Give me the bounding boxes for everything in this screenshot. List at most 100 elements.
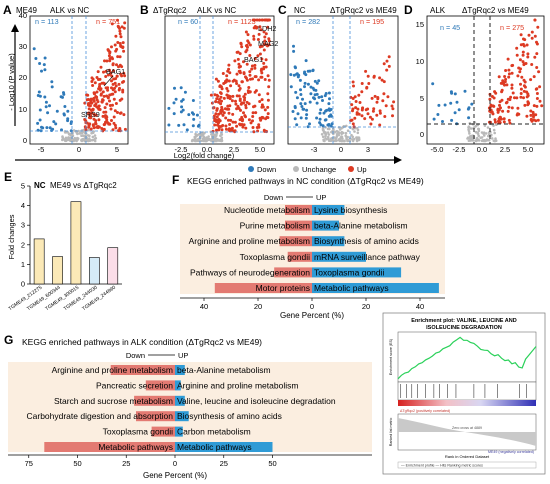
point-down	[180, 105, 184, 109]
point-up	[244, 115, 247, 119]
point-up	[213, 123, 217, 127]
point-unchange	[335, 136, 338, 139]
point-up	[490, 95, 494, 98]
kegg-up-bar	[312, 267, 402, 278]
point-up	[504, 77, 508, 81]
point-up	[367, 82, 371, 85]
point-down	[177, 123, 181, 127]
point-up	[258, 52, 262, 56]
point-up	[513, 96, 516, 100]
point-unchange	[484, 132, 488, 135]
panel-a-xtick-1: -5	[38, 145, 45, 154]
panel-h-rank-gradient	[398, 400, 536, 406]
point-down	[59, 95, 63, 99]
point-up	[263, 108, 267, 112]
point-up	[503, 75, 507, 78]
gsea-panel-h: H Enrichment plot: VALINE, LEUCINE AND I…	[382, 312, 546, 475]
point-up	[114, 126, 118, 130]
point-up	[373, 94, 377, 98]
point-unchange	[490, 137, 494, 140]
kegg-xtick-label: 20	[254, 302, 262, 311]
point-up	[266, 112, 270, 116]
kegg-down-pathway-label: Purine metabolism	[240, 221, 310, 231]
gene-label-srs9: SRS9	[81, 110, 100, 119]
fold-change-bar	[33, 238, 45, 285]
point-up	[118, 111, 122, 115]
point-up	[262, 48, 266, 52]
point-unchange	[492, 139, 496, 143]
point-up	[221, 72, 225, 75]
point-up	[89, 108, 93, 112]
point-down	[299, 93, 303, 96]
point-unchange	[322, 138, 325, 142]
point-up	[122, 113, 126, 117]
point-up	[533, 55, 537, 59]
point-down	[295, 72, 299, 76]
point-up	[527, 33, 531, 37]
point-up	[243, 92, 247, 96]
point-up	[114, 102, 118, 105]
point-up	[94, 119, 98, 123]
point-up	[220, 105, 224, 109]
point-unchange	[356, 131, 360, 135]
volcano-legend: Down Unchange Up	[248, 165, 367, 174]
point-unchange	[468, 136, 471, 140]
point-up	[391, 114, 394, 118]
point-up	[244, 44, 248, 48]
point-up	[248, 90, 252, 94]
point-unchange	[476, 131, 480, 135]
point-unchange	[93, 134, 97, 137]
point-up	[510, 106, 514, 110]
point-up	[378, 123, 382, 127]
point-up	[242, 71, 246, 75]
point-up	[358, 101, 362, 104]
point-up	[105, 118, 109, 122]
point-down	[311, 86, 315, 90]
point-up	[523, 103, 527, 107]
point-up	[244, 106, 248, 110]
point-down	[38, 62, 42, 65]
point-up	[240, 117, 244, 121]
point-up	[499, 106, 502, 110]
point-down	[300, 105, 304, 108]
point-up	[501, 79, 505, 83]
point-up	[390, 104, 394, 108]
legend-down-label: Down	[257, 165, 276, 174]
point-down	[317, 95, 321, 99]
point-unchange	[341, 131, 345, 135]
point-down	[303, 102, 307, 106]
point-up	[263, 39, 267, 43]
point-down	[313, 93, 317, 97]
point-down	[431, 82, 435, 86]
point-up	[356, 107, 360, 111]
kegg-up-bar	[312, 251, 366, 262]
point-up	[217, 120, 221, 124]
kegg-down-pathway-label: Pathways of neurodegeneration	[190, 267, 310, 277]
point-down	[187, 113, 191, 117]
point-up	[120, 25, 124, 29]
y-arrow-head	[11, 24, 19, 32]
point-up	[246, 39, 250, 43]
point-up	[115, 74, 119, 78]
point-up	[392, 100, 396, 104]
point-up	[259, 69, 263, 73]
point-down	[167, 106, 171, 110]
kegg-xtick-label: 50	[268, 459, 276, 468]
point-unchange	[203, 138, 207, 141]
point-up	[267, 78, 271, 82]
point-up	[538, 85, 542, 89]
point-up	[260, 98, 264, 102]
point-up	[261, 105, 265, 109]
point-up	[257, 93, 261, 97]
point-up	[231, 120, 235, 124]
kegg-up-bar	[312, 220, 339, 231]
panel-c-xtick-1: -3	[311, 145, 318, 154]
enrichment-profile-line	[397, 336, 537, 380]
point-up	[253, 90, 257, 94]
point-up	[516, 74, 520, 78]
point-down	[294, 90, 298, 94]
point-up	[84, 128, 88, 132]
point-down	[317, 79, 321, 83]
point-up	[213, 93, 217, 97]
point-unchange	[485, 138, 489, 141]
